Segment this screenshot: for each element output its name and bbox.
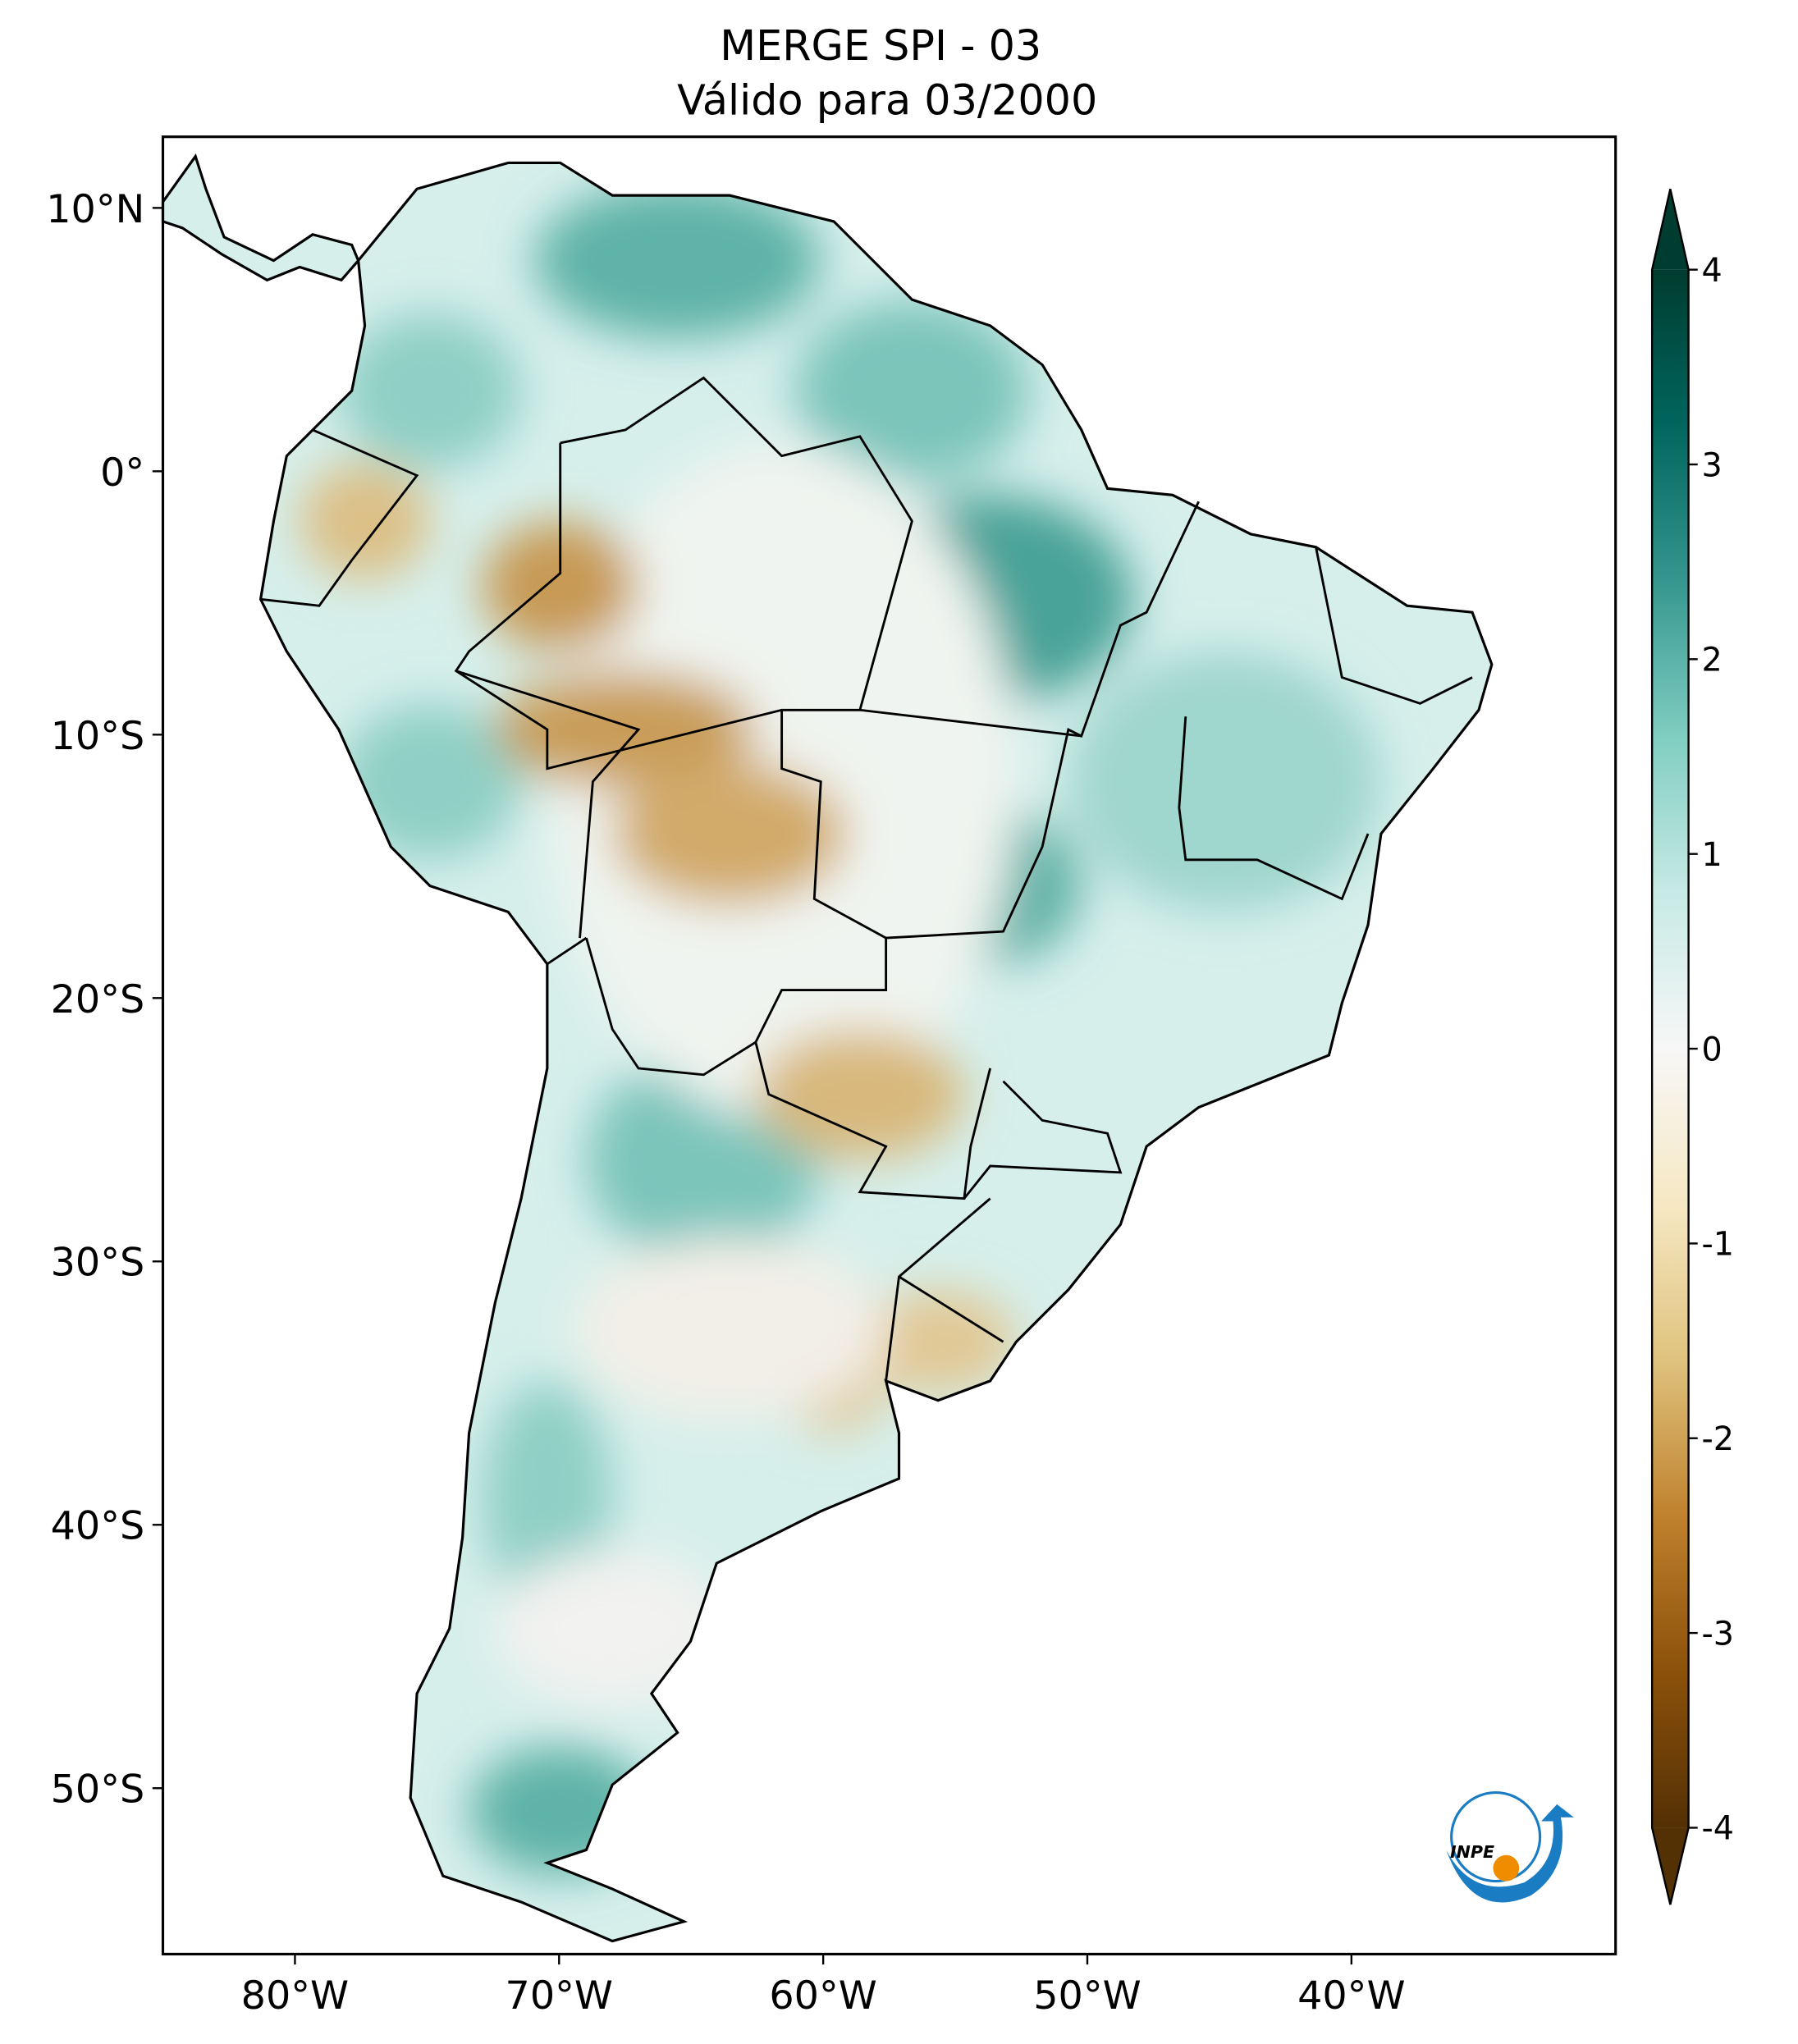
colorbar: -4 -3 -2 -1 0 1 2 3 4 (1650, 188, 1734, 1905)
subtitle: Válido para 03/2000 (677, 76, 1097, 125)
map-frame (161, 135, 1617, 1956)
colorbar-extend-bottom (1652, 1827, 1689, 1905)
colorbar-tick-label: -1 (1701, 1226, 1734, 1264)
y-tick-label: 50°S (51, 1767, 145, 1813)
x-tick-label: 40°W (1297, 1973, 1405, 2019)
colorbar-tick-label: 1 (1701, 836, 1722, 874)
y-tick-label: 20°S (51, 977, 145, 1022)
borders (260, 376, 1473, 1382)
colorbar-tick-label: 2 (1701, 642, 1722, 679)
colorbar-extend-top (1652, 189, 1689, 270)
logo: INPE (1446, 1790, 1574, 1903)
y-tick-label: 30°S (51, 1241, 145, 1286)
x-tick-label: 70°W (506, 1973, 613, 2019)
y-tick-label: 10°S (51, 714, 145, 759)
y-tick-label: 0° (100, 450, 144, 496)
title: MERGE SPI - 03 (720, 21, 1041, 70)
colorbar-tick-label: -2 (1701, 1420, 1734, 1458)
y-tick-label: 40°S (51, 1504, 145, 1549)
colorbar-tick-label: 4 (1701, 252, 1722, 290)
x-tick-label: 50°W (1033, 1973, 1141, 2019)
colorbar-tick-label: 3 (1701, 446, 1722, 484)
colorbar-body (1652, 269, 1689, 1828)
x-tick-label: 80°W (241, 1973, 349, 2019)
x-tick-label: 60°W (769, 1973, 876, 2019)
y-tick-label: 10°N (46, 187, 144, 232)
logo-text: INPE (1450, 1842, 1494, 1862)
colorbar-tick-label: -4 (1701, 1810, 1734, 1848)
colorbar-tick-label: 0 (1701, 1031, 1722, 1068)
colorbar-tick-label: -3 (1701, 1615, 1734, 1653)
